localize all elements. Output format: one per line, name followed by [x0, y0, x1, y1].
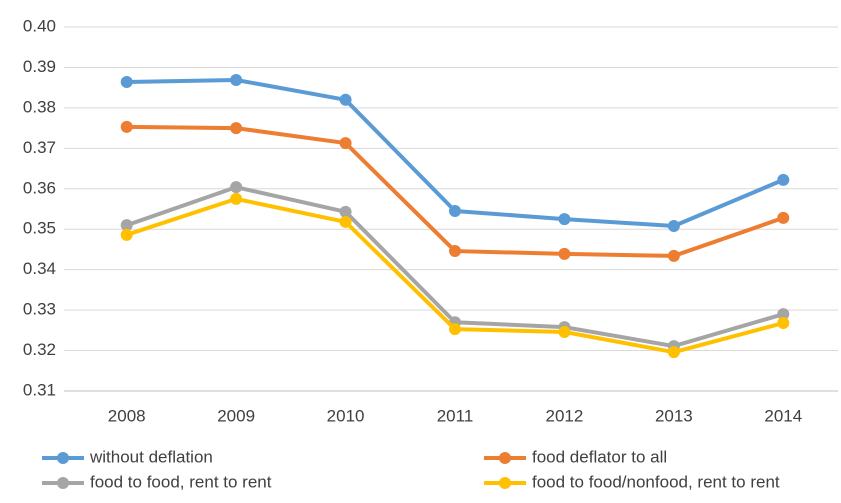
y-tick-label: 0.36	[23, 178, 56, 197]
y-tick-label: 0.33	[23, 300, 56, 319]
x-tick-label: 2011	[437, 406, 474, 425]
legend-label: food to food, rent to rent	[90, 472, 272, 491]
data-point	[558, 213, 571, 226]
data-point	[449, 205, 461, 218]
legend-label: food to food/nonfood, rent to rent	[532, 472, 780, 491]
x-tick-label: 2008	[108, 406, 146, 425]
data-point	[230, 192, 243, 205]
data-point	[339, 137, 352, 150]
data-point	[339, 215, 352, 228]
data-point	[230, 73, 243, 86]
data-point	[777, 317, 790, 330]
y-tick-label: 0.39	[23, 57, 56, 76]
x-tick-label: 2009	[217, 406, 255, 425]
data-point	[777, 211, 790, 224]
data-point	[120, 120, 133, 133]
data-point	[449, 323, 461, 336]
data-point	[230, 181, 243, 194]
data-point	[339, 205, 352, 218]
data-point	[777, 173, 790, 186]
data-point	[120, 228, 133, 241]
data-point	[339, 93, 352, 106]
y-tick-label: 0.31	[23, 380, 56, 399]
data-point	[120, 219, 133, 232]
y-tick-label: 0.40	[23, 16, 56, 35]
data-point	[230, 122, 243, 135]
legend-label: food deflator to all	[532, 447, 667, 466]
data-point	[777, 308, 790, 321]
data-point	[667, 249, 680, 262]
x-tick-label: 2014	[764, 406, 802, 425]
y-tick-label: 0.32	[23, 340, 56, 359]
data-point	[667, 346, 680, 359]
legend-marker	[499, 452, 511, 464]
data-point	[558, 247, 571, 260]
y-tick-label: 0.35	[23, 219, 56, 238]
y-tick-label: 0.37	[23, 138, 56, 157]
y-tick-label: 0.38	[23, 97, 56, 116]
x-tick-label: 2013	[655, 406, 693, 425]
legend-label: without deflation	[89, 447, 213, 466]
x-tick-label: 2010	[327, 406, 365, 425]
data-point	[558, 325, 571, 338]
y-tick-label: 0.34	[23, 259, 56, 278]
data-point	[120, 76, 133, 89]
data-point	[449, 245, 461, 258]
legend-marker	[57, 452, 69, 464]
legend-marker	[499, 477, 511, 489]
data-point	[667, 219, 680, 232]
x-tick-label: 2012	[546, 406, 584, 425]
legend-marker	[57, 477, 69, 489]
